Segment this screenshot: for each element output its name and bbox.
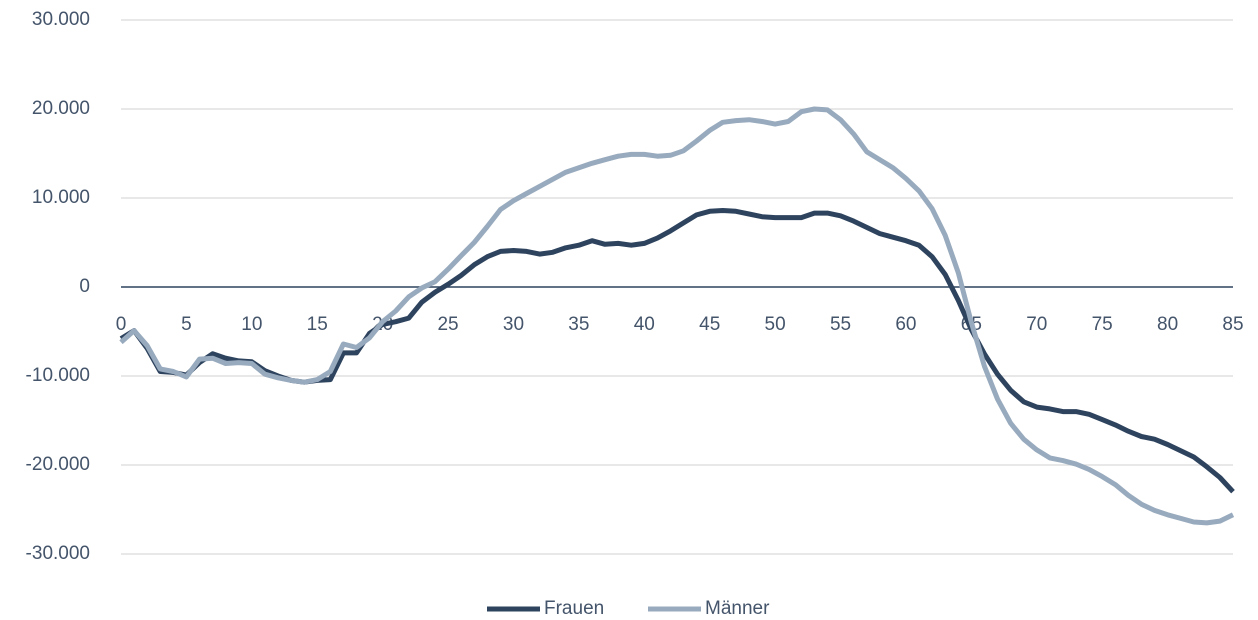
x-tick-label: 40 [634,314,655,335]
x-tick-label: 30 [503,314,524,335]
x-tick-label: 70 [1026,314,1047,335]
x-tick-label: 10 [241,314,262,335]
x-tick-label: 50 [765,314,786,335]
x-tick-label: 60 [895,314,916,335]
y-tick-label: -10.000 [26,365,90,386]
y-tick-label: -20.000 [26,454,90,475]
line-series [119,106,1235,526]
x-tick-label: 45 [699,314,720,335]
y-tick-label: -30.000 [26,543,90,564]
x-tick-label: 15 [307,314,328,335]
y-tick-label: 10.000 [32,187,90,208]
x-tick-label: 5 [181,314,192,335]
line-series [119,208,1235,494]
y-tick-label: 0 [79,276,90,297]
y-tick-label: 20.000 [32,98,90,119]
legend-label: Männer [705,598,770,619]
y-tick-label: 30.000 [32,9,90,30]
x-tick-label: 35 [568,314,589,335]
x-tick-label: 80 [1157,314,1178,335]
x-tick-label: 55 [830,314,851,335]
x-tick-label: 25 [437,314,458,335]
x-tick-label: 0 [116,314,127,335]
legend-label: Frauen [544,598,604,619]
x-tick-label: 75 [1092,314,1113,335]
x-tick-label: 85 [1222,314,1243,335]
